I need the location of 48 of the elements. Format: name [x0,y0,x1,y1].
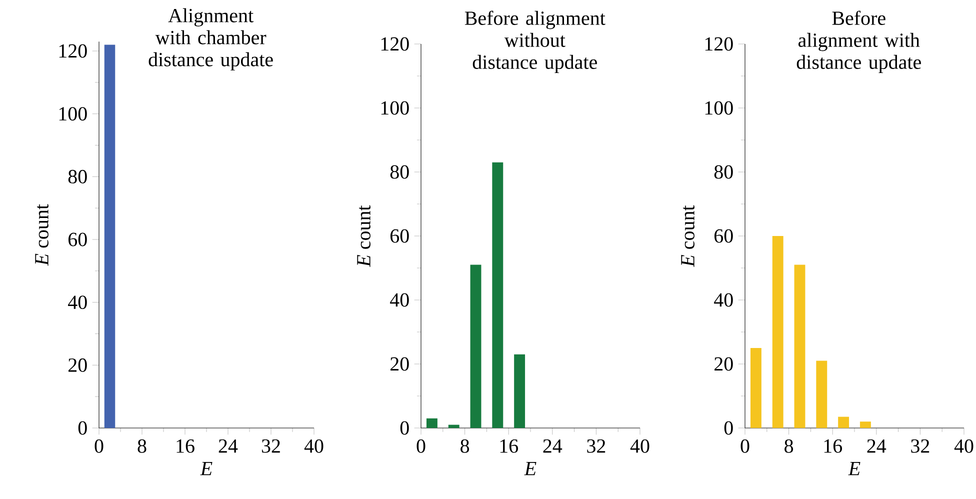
y-tick-label: 120 [59,44,87,58]
y-tick-label: 20 [68,358,87,372]
x-tick-label: 32 [911,439,930,453]
x-tick-label: 16 [824,439,842,453]
x-axis-title: E [200,462,212,476]
y-tick-label: 120 [705,37,733,51]
y-tick-label: 0 [78,421,87,435]
y-tick-label: 80 [68,170,87,184]
x-tick-label: 8 [784,439,794,453]
y-tick-label: 40 [714,293,733,307]
x-tick-label: 0 [416,439,426,453]
x-tick-label: 24 [543,439,562,453]
y-axis-title: E count [357,205,370,268]
x-tick-label: 16 [500,439,518,453]
y-tick-label: 80 [714,165,733,179]
y-tick-label: 20 [390,357,409,371]
x-tick-label: 40 [304,439,324,453]
x-tick-label: 32 [587,439,606,453]
y-tick-label: 20 [714,357,733,371]
y-tick-label: 100 [381,101,409,115]
chart-title: Before alignment with distance update [796,10,921,74]
x-tick-label: 8 [460,439,470,453]
y-tick-label: 0 [724,421,733,435]
y-tick-label: 60 [68,232,87,246]
y-tick-label: 40 [68,296,87,310]
x-tick-label: 40 [630,439,650,453]
x-tick-label: 24 [867,439,886,453]
chart-title: Alignment with chamber distance update [148,8,273,70]
y-tick-label: 60 [714,229,733,243]
y-tick-label: 0 [400,421,409,435]
x-axis-title: E [524,462,536,476]
y-tick-label: 60 [390,229,409,243]
chart-title: Before alignment without distance update [464,10,606,74]
y-tick-label: 100 [705,101,733,115]
y-tick-label: 40 [390,293,409,307]
y-tick-label: 80 [390,165,409,179]
x-tick-label: 0 [740,439,750,453]
y-axis-title: E count [35,204,48,266]
x-tick-label: 40 [954,439,974,453]
x-tick-label: 8 [138,439,146,453]
y-axis-title: E count [681,205,694,268]
y-tick-label: 120 [381,37,409,51]
x-axis-title: E [848,462,860,476]
x-tick-label: 0 [94,439,104,453]
x-tick-label: 16 [176,439,194,453]
x-tick-label: 32 [262,439,280,453]
y-tick-label: 100 [59,107,87,121]
x-tick-label: 24 [218,439,238,453]
